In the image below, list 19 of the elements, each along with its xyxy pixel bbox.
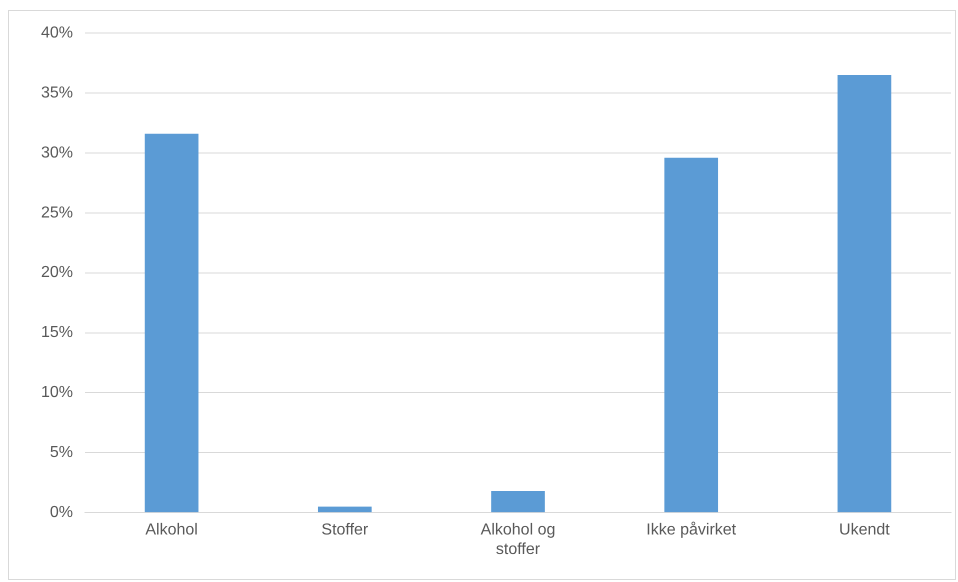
y-tick-label: 20% — [40, 264, 74, 282]
y-tick-label: 30% — [40, 144, 74, 162]
y-tick-label: 15% — [40, 324, 74, 342]
y-tick-label: 25% — [40, 204, 74, 222]
bar — [664, 158, 718, 512]
x-tick-label: Alkohol — [145, 522, 198, 539]
x-tick-label: Stoffer — [321, 522, 369, 539]
y-tick-label: 40% — [40, 24, 74, 42]
y-tick-label: 0% — [50, 504, 74, 522]
x-tick-label: Ikke påvirket — [646, 522, 737, 539]
x-tick-label: Ukendt — [839, 522, 890, 539]
bar — [144, 134, 198, 512]
y-tick-label: 35% — [40, 84, 74, 102]
bar — [318, 506, 372, 512]
y-tick-label: 5% — [50, 444, 74, 462]
bar — [838, 74, 892, 512]
y-tick-label: 10% — [40, 384, 74, 402]
x-tick-label: Alkohol og stoffer — [480, 522, 556, 558]
bar — [491, 491, 545, 512]
